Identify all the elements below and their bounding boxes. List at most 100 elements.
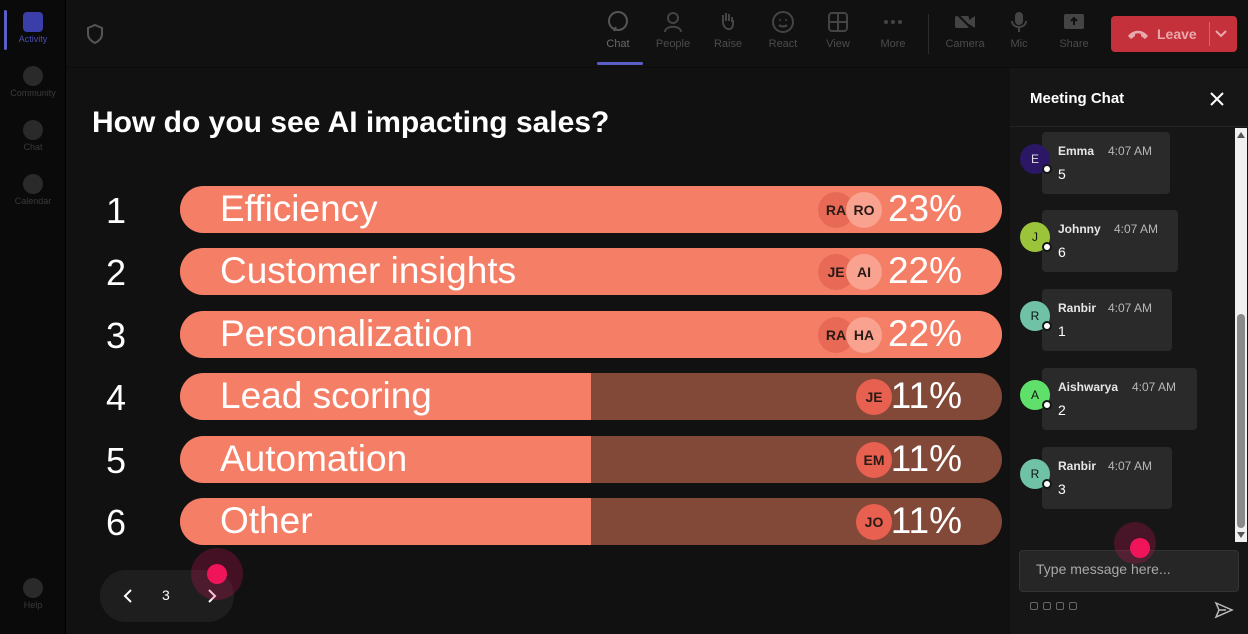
emoji-icon[interactable] xyxy=(1056,602,1064,610)
toolbar-chat-button[interactable]: Chat xyxy=(593,10,643,64)
chat-message-input[interactable]: Type message here... xyxy=(1019,550,1239,592)
toolbar-react-button[interactable]: React xyxy=(758,10,808,64)
voter-avatar: HA xyxy=(846,317,882,353)
poll-option-percent: 11% xyxy=(890,375,962,416)
rail-item-chat[interactable]: Chat xyxy=(0,120,66,152)
poll-option-bar: Customer insights JE AI 22% xyxy=(180,248,1002,295)
mic-icon xyxy=(1011,12,1027,32)
close-icon[interactable] xyxy=(1208,90,1226,108)
leave-split-divider xyxy=(1209,22,1210,46)
send-icon[interactable] xyxy=(1214,600,1234,620)
voter-avatar: RO xyxy=(846,192,882,228)
poll-option-bar: Other JO 11% xyxy=(180,498,1002,545)
chat-icon xyxy=(23,120,43,140)
poll-option-number: 2 xyxy=(106,252,127,293)
poll-option-bar: Lead scoring JE 11% xyxy=(180,373,1002,420)
chat-message[interactable]: Aishwarya 4:07 AM 2 xyxy=(1042,368,1197,430)
presence-icon xyxy=(1042,164,1052,174)
toolbar-button-label: View xyxy=(826,38,850,50)
meeting-toolbar: Chat People Raise React View More Camera… xyxy=(66,0,1248,68)
toolbar-people-button[interactable]: People xyxy=(648,10,698,64)
poll-option-fill xyxy=(180,498,591,545)
rail-item-label: Help xyxy=(23,600,43,610)
rail-item-calendar[interactable]: Calendar xyxy=(0,174,66,206)
toolbar-view-button[interactable]: View xyxy=(813,10,863,64)
toolbar-mic-button[interactable]: Mic xyxy=(994,10,1044,64)
view-icon xyxy=(828,12,848,32)
toolbar-button-label: Raise xyxy=(713,38,743,50)
avatar-initial: J xyxy=(1032,230,1038,244)
share-icon xyxy=(1064,14,1084,29)
toolbar-raise-button[interactable]: Raise xyxy=(703,10,753,64)
presence-icon xyxy=(1042,479,1052,489)
avatar-initial: R xyxy=(1030,309,1040,323)
message-text: 6 xyxy=(1058,244,1066,260)
poll-option-label: Personalization xyxy=(220,313,473,354)
avatar[interactable]: J xyxy=(1020,222,1052,252)
slide-pager: 3 xyxy=(100,570,234,622)
shield-icon[interactable] xyxy=(86,24,104,44)
poll-option-bar: Personalization RA HA 22% xyxy=(180,311,1002,358)
presence-icon xyxy=(1042,400,1052,410)
chat-panel-title: Meeting Chat xyxy=(1030,90,1125,107)
avatar[interactable]: E xyxy=(1020,144,1052,174)
toolbar-button-label: Chat xyxy=(606,38,630,50)
chat-scrollbar[interactable] xyxy=(1235,128,1247,542)
poll-option-row: 3 Personalization RA HA 22% xyxy=(66,311,1010,359)
poll-option-percent: 22% xyxy=(887,250,962,291)
poll-stage: How do you see AI impacting sales? 1 Effi… xyxy=(66,68,1010,634)
gif-icon[interactable] xyxy=(1069,602,1077,610)
toolbar-divider xyxy=(928,14,929,54)
chevron-left-icon[interactable] xyxy=(118,586,138,606)
active-tab-indicator xyxy=(597,62,643,65)
chat-message[interactable]: Emma 4:07 AM 5 xyxy=(1042,132,1170,194)
toolbar-button-label: More xyxy=(880,38,906,50)
react-icon xyxy=(772,11,794,33)
poll-option-number: 3 xyxy=(106,315,127,356)
scroll-up-arrow-icon[interactable] xyxy=(1237,132,1245,138)
scroll-down-arrow-icon[interactable] xyxy=(1237,532,1245,538)
message-author: Ranbir xyxy=(1058,301,1097,315)
message-timestamp: 4:07 AM xyxy=(1114,222,1159,236)
toolbar-button-label: Share xyxy=(1059,38,1089,50)
leave-button-label: Leave xyxy=(1157,26,1197,42)
chat-message[interactable]: Ranbir 4:07 AM 3 xyxy=(1042,447,1172,509)
leave-button[interactable]: Leave xyxy=(1111,16,1237,52)
avatar[interactable]: R xyxy=(1020,459,1052,489)
chat-message[interactable]: Johnny 4:07 AM 6 xyxy=(1042,210,1178,272)
chat-message[interactable]: Ranbir 4:07 AM 1 xyxy=(1042,289,1172,351)
avatar-initial: A xyxy=(1030,388,1039,402)
format-icon[interactable] xyxy=(1030,602,1038,610)
chevron-right-icon[interactable] xyxy=(202,586,222,606)
avatar[interactable]: R xyxy=(1020,301,1052,331)
avatar[interactable]: A xyxy=(1020,380,1052,410)
rail-item-activity[interactable]: Activity xyxy=(0,12,66,44)
rail-item-help[interactable]: Help xyxy=(0,578,66,610)
voter-avatar: JO xyxy=(856,504,892,540)
attach-icon[interactable] xyxy=(1043,602,1051,610)
message-author: Johnny xyxy=(1058,222,1101,236)
toolbar-more-button[interactable]: More xyxy=(868,10,918,64)
people-icon xyxy=(664,12,682,33)
poll-option-fill xyxy=(180,436,591,483)
poll-option-fill xyxy=(180,373,591,420)
voter-avatar: EM xyxy=(856,442,892,478)
poll-option-percent: 22% xyxy=(887,313,962,354)
toolbar-camera-button[interactable]: Camera xyxy=(940,10,990,64)
poll-option-row: 4 Lead scoring JE 11% xyxy=(66,373,1010,421)
chat-header-divider xyxy=(1010,126,1248,127)
scrollbar-thumb[interactable] xyxy=(1237,314,1245,528)
chevron-down-icon[interactable] xyxy=(1214,25,1228,43)
rail-item-community[interactable]: Community xyxy=(0,66,66,98)
message-timestamp: 4:07 AM xyxy=(1108,301,1153,315)
chat-icon xyxy=(608,11,628,32)
toolbar-button-label: Camera xyxy=(945,38,985,50)
toolbar-share-button[interactable]: Share xyxy=(1049,10,1099,64)
poll-option-number: 1 xyxy=(106,190,127,231)
message-author: Ranbir xyxy=(1058,459,1097,473)
rail-active-indicator xyxy=(4,10,7,50)
poll-option-label: Lead scoring xyxy=(220,375,432,416)
community-icon xyxy=(23,66,43,86)
toolbar-button-label: React xyxy=(768,38,798,50)
presence-icon xyxy=(1042,321,1052,331)
